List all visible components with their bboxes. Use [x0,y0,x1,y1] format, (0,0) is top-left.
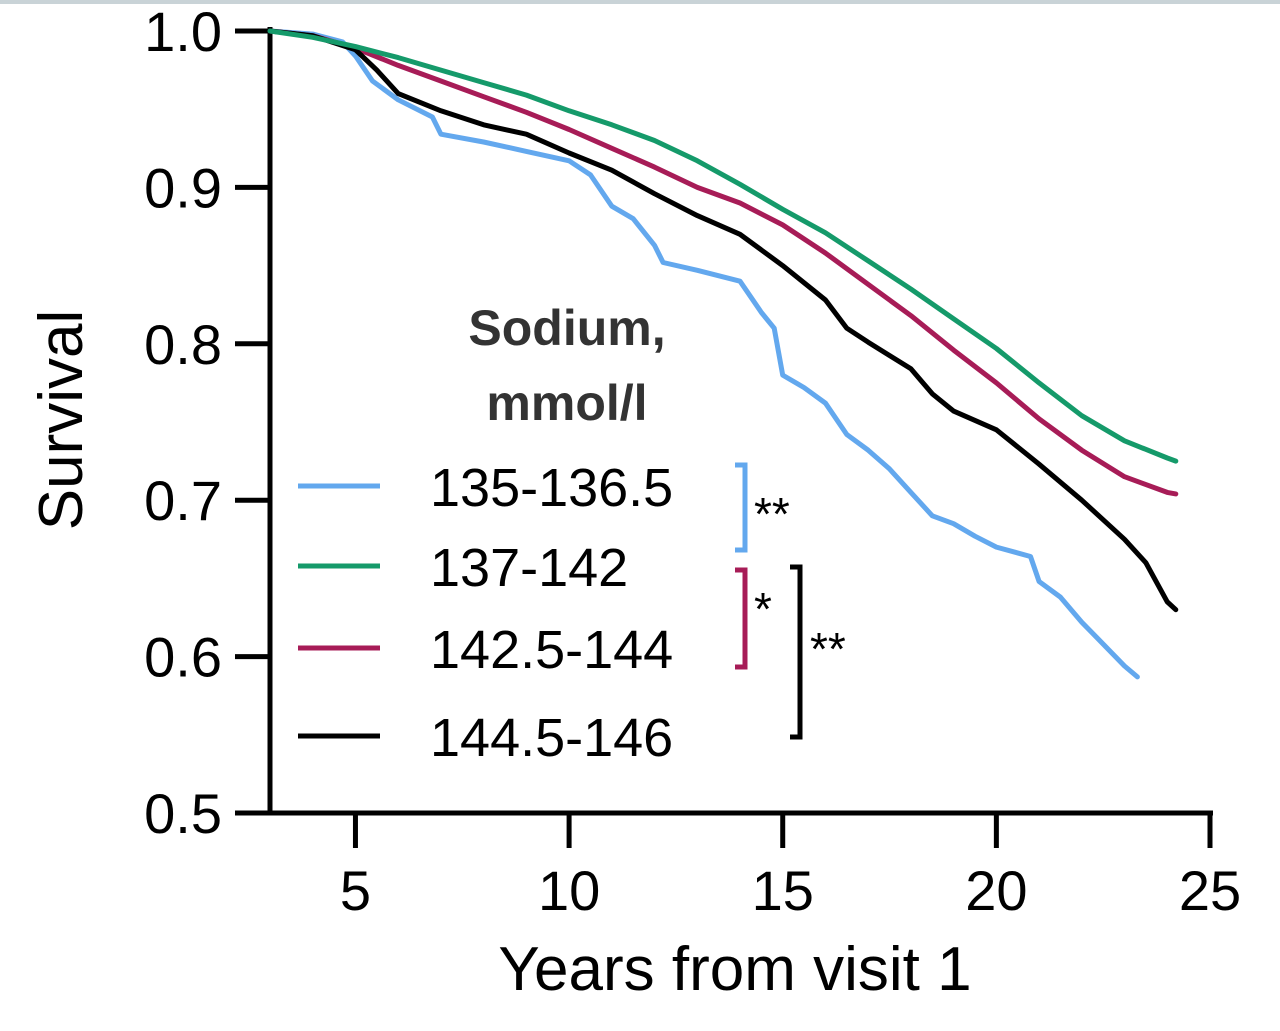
y-axis-title: Survival [27,310,96,531]
axes [267,27,1213,816]
x-tick-label: 10 [538,859,600,922]
sig-label-black: ** [810,623,846,675]
x-tick-label: 25 [1179,859,1241,922]
x-ticks: 5 10 15 20 25 [340,813,1241,922]
bracket-black [790,564,803,740]
series-lines [267,28,1179,680]
y-tick-label: 0.5 [144,782,222,845]
series-line-137-142 [267,28,1179,464]
y-tick-label: 0.8 [144,313,222,376]
y-tick-label: 0.7 [144,469,222,532]
x-axis-title: Years from visit 1 [498,935,971,1004]
bracket-magenta [735,567,748,670]
y-tick-label: 0.9 [144,156,222,219]
series-line-142.5-144 [267,28,1179,497]
legend-title-line1: Sodium, [468,300,665,356]
legend-label: 144.5-146 [430,708,673,768]
top-border [0,0,1280,4]
y-tick-label: 0.6 [144,626,222,689]
y-tick-label: 1.0 [144,0,222,63]
series-line-144.5-146 [267,28,1179,613]
x-tick-label: 20 [965,859,1027,922]
significance-brackets: ** * ** [735,462,846,740]
legend: Sodium, mmol/l 135-136.5 137-142 142.5-144… [298,300,673,768]
y-ticks: 0.5 0.6 0.7 0.8 0.9 1.0 [144,0,270,845]
series-line-135-136.5 [267,28,1140,680]
legend-title-line2: mmol/l [486,375,647,431]
legend-label: 135-136.5 [430,458,673,518]
legend-label: 137-142 [430,538,628,598]
sig-label-blue: ** [754,488,790,540]
x-tick-label: 5 [340,859,371,922]
legend-items: 135-136.5 137-142 142.5-144 144.5-146 [298,458,673,768]
x-tick-label: 15 [752,859,814,922]
sig-label-magenta: * [754,583,772,635]
legend-label: 142.5-144 [430,620,673,680]
bracket-blue [735,462,748,553]
